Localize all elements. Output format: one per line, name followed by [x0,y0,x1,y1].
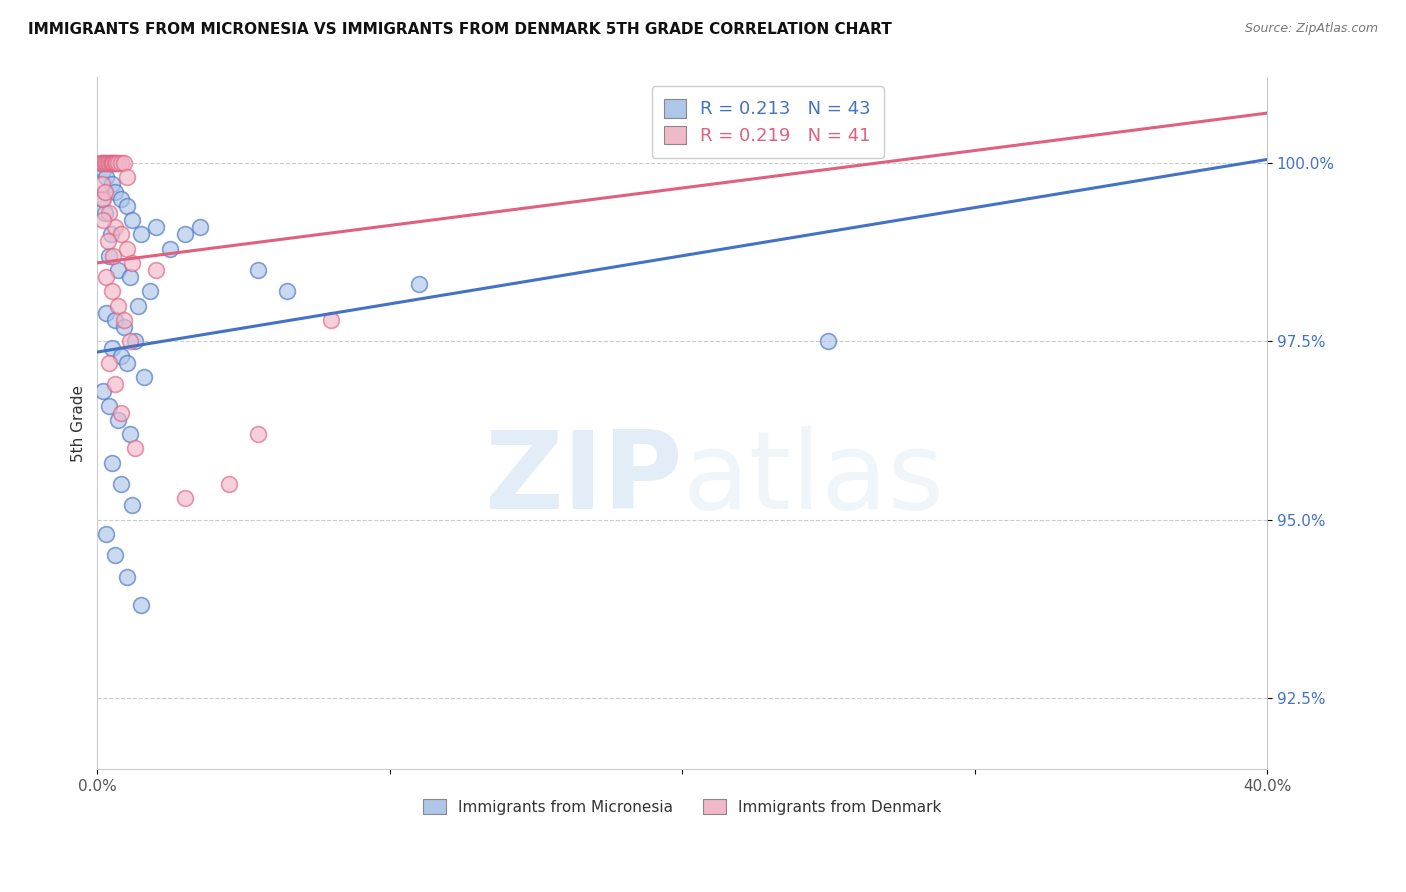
Point [104,549,127,563]
Point [100,156,122,170]
Point [100,227,122,242]
Text: Source: ZipAtlas.com: Source: ZipAtlas.com [1244,22,1378,36]
Point [124,442,146,456]
Point [94,170,117,185]
Point [98,156,121,170]
Point [112,313,135,327]
Point [89,156,111,170]
Point [107,263,129,277]
Point [121,499,143,513]
Point [101,456,124,470]
Point [115,356,138,370]
Point [94,527,117,541]
Point [98,249,121,263]
Point [121,213,143,227]
Point [115,199,138,213]
Point [94,270,117,285]
Point [104,185,127,199]
Point [104,220,127,235]
Point [110,406,132,420]
Point [103,156,125,170]
Point [93,185,115,199]
Point [218,477,240,491]
Point [104,313,127,327]
Point [94,306,117,320]
Point [94,156,117,170]
Point [118,427,141,442]
Point [110,477,132,491]
Point [110,227,132,242]
Point [408,277,430,292]
Point [104,377,127,392]
Point [124,334,146,349]
Point [188,220,211,235]
Point [90,178,112,192]
Point [112,156,135,170]
Point [139,285,162,299]
Point [93,206,115,220]
Point [101,342,124,356]
Point [90,192,112,206]
Point [129,227,152,242]
Legend: Immigrants from Micronesia, Immigrants from Denmark: Immigrants from Micronesia, Immigrants f… [413,789,950,824]
Point [98,206,121,220]
Point [112,320,135,334]
Point [91,384,114,399]
Point [121,256,143,270]
Point [321,313,343,327]
Point [115,242,138,256]
Point [276,285,298,299]
Point [110,192,132,206]
Point [97,235,120,249]
Point [174,491,197,506]
Point [91,163,114,178]
Point [817,334,839,349]
Point [93,156,115,170]
Text: atlas: atlas [682,425,945,532]
Y-axis label: 5th Grade: 5th Grade [72,384,86,462]
Point [91,213,114,227]
Point [107,299,129,313]
Point [91,156,114,170]
Point [129,599,152,613]
Point [101,156,124,170]
Point [98,356,121,370]
Point [110,349,132,363]
Point [110,156,132,170]
Point [90,156,112,170]
Point [118,270,141,285]
Point [104,156,127,170]
Point [101,285,124,299]
Point [105,156,128,170]
Point [115,170,138,185]
Point [107,156,129,170]
Point [174,227,197,242]
Point [247,427,270,442]
Point [98,399,121,413]
Point [115,570,138,584]
Point [118,334,141,349]
Point [159,242,181,256]
Text: ZIP: ZIP [484,425,682,532]
Point [91,192,114,206]
Point [127,299,149,313]
Text: IMMIGRANTS FROM MICRONESIA VS IMMIGRANTS FROM DENMARK 5TH GRADE CORRELATION CHAR: IMMIGRANTS FROM MICRONESIA VS IMMIGRANTS… [28,22,891,37]
Point [101,178,124,192]
Point [97,156,120,170]
Point [247,263,270,277]
Point [134,370,156,384]
Point [107,413,129,427]
Point [103,249,125,263]
Point [145,263,167,277]
Point [145,220,167,235]
